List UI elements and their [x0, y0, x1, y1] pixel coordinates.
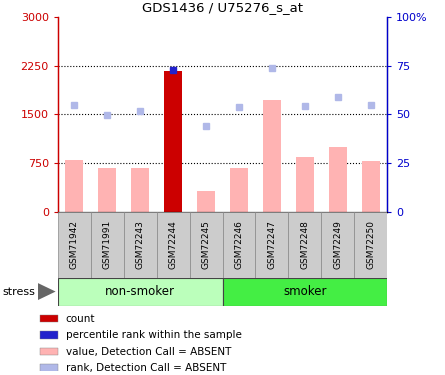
Text: count: count [66, 314, 95, 324]
Text: GSM72244: GSM72244 [169, 220, 178, 269]
Polygon shape [38, 283, 56, 300]
Bar [40, 315, 58, 322]
Bar [321, 212, 354, 278]
Bar [40, 332, 58, 339]
Bar [362, 160, 380, 212]
Bar [40, 348, 58, 355]
Bar [131, 168, 149, 212]
Bar [329, 147, 347, 212]
Bar [222, 278, 387, 306]
Text: percentile rank within the sample: percentile rank within the sample [66, 330, 242, 340]
Text: GSM72250: GSM72250 [366, 220, 375, 269]
Title: GDS1436 / U75276_s_at: GDS1436 / U75276_s_at [142, 2, 303, 14]
Bar [124, 212, 157, 278]
Bar [40, 364, 58, 372]
Bar [164, 71, 182, 212]
Bar [255, 212, 288, 278]
Text: GSM72245: GSM72245 [202, 220, 210, 269]
Text: smoker: smoker [283, 285, 327, 298]
Bar [197, 191, 215, 212]
Bar [230, 168, 248, 212]
Bar [190, 212, 222, 278]
Bar [296, 157, 314, 212]
Text: GSM71991: GSM71991 [103, 220, 112, 269]
Bar [91, 212, 124, 278]
Text: GSM72248: GSM72248 [300, 220, 309, 269]
Bar [288, 212, 321, 278]
Text: stress: stress [2, 286, 35, 297]
Bar [65, 160, 83, 212]
Text: non-smoker: non-smoker [105, 285, 175, 298]
Text: rank, Detection Call = ABSENT: rank, Detection Call = ABSENT [66, 363, 226, 373]
Bar [98, 168, 116, 212]
Bar [222, 212, 255, 278]
Text: GSM71942: GSM71942 [70, 220, 79, 269]
Text: GSM72249: GSM72249 [333, 220, 342, 269]
Bar [157, 212, 190, 278]
Text: GSM72246: GSM72246 [235, 220, 243, 269]
Text: GSM72247: GSM72247 [267, 220, 276, 269]
Bar [354, 212, 387, 278]
Text: GSM72243: GSM72243 [136, 220, 145, 269]
Text: value, Detection Call = ABSENT: value, Detection Call = ABSENT [66, 346, 231, 357]
Bar [58, 212, 91, 278]
Bar [263, 100, 281, 212]
Bar [58, 278, 222, 306]
